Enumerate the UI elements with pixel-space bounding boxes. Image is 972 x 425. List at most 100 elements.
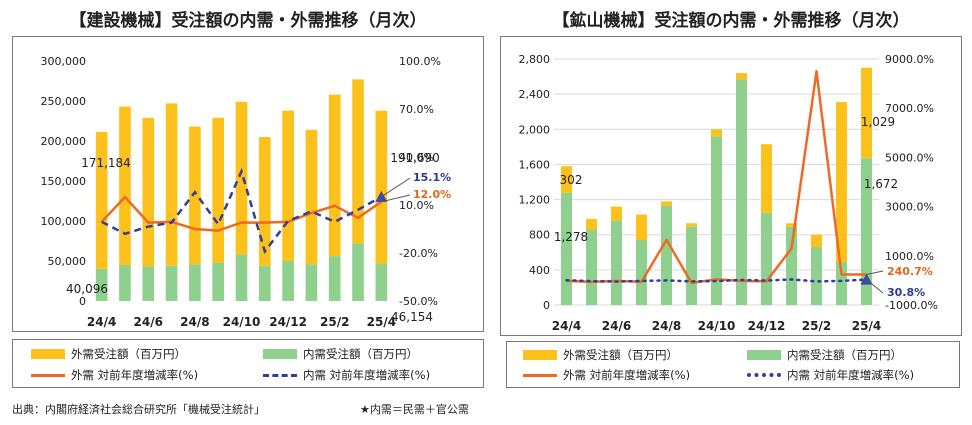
domestic-bar <box>661 205 672 305</box>
foreign-bar <box>636 214 647 240</box>
data-label-foreign-rate-last: 240.7% <box>887 265 933 278</box>
y-tick-label-right: 70.0% <box>399 103 434 116</box>
domestic-bar <box>282 261 294 301</box>
data-label-foreign-rate-last: 12.0% <box>413 188 451 201</box>
y-tick-label-left: 50,000 <box>48 255 87 268</box>
y-tick-label-left: 2,000 <box>519 123 551 136</box>
y-tick-label-right: -1000.0% <box>885 299 938 312</box>
domestic-bar <box>561 192 572 305</box>
domestic-bar-swatch <box>263 349 297 359</box>
y-tick-label-left: 1,200 <box>519 194 551 207</box>
y-tick-label-left: 200,000 <box>41 135 87 148</box>
domestic-line-swatch <box>747 373 781 377</box>
domestic-bar <box>736 79 747 305</box>
foreign-bar <box>95 131 108 269</box>
foreign-bar <box>811 234 822 248</box>
data-label-domestic-first: 40,096 <box>66 282 108 296</box>
x-tick-label: 24/4 <box>552 319 581 333</box>
foreign-line-swatch <box>31 373 65 377</box>
y-tick-label-left: 1,600 <box>519 158 551 171</box>
domestic-bar <box>586 229 597 305</box>
foreign-bar <box>761 144 772 213</box>
legend-foreign-bar-label: 外需受注額（百万円） <box>71 347 186 361</box>
foreign-bar <box>686 223 697 227</box>
y-tick-label-right: 10.0% <box>399 199 434 212</box>
legend-domestic-bar: 内需受注額（百万円） <box>747 347 902 363</box>
y-tick-label-right: 9000.0% <box>885 53 934 66</box>
domestic-line-swatch <box>263 373 297 377</box>
source-note: 出典：内閣府経済社会総合研究所「機械受注統計」 <box>12 403 265 416</box>
x-tick-label: 24/10 <box>223 315 261 329</box>
foreign-bar <box>328 94 341 257</box>
x-tick-label: 25/4 <box>367 315 396 329</box>
legend-foreign-line-label: 外需 対前年度増減率(%) <box>71 368 199 382</box>
construction-chart-area: 0 50,000 100,000 150,000 200,000 250,000 300,0… <box>12 36 484 332</box>
y-tick-label-left: 0 <box>79 295 86 308</box>
foreign-rate-line <box>100 195 383 232</box>
domestic-bar <box>305 264 318 301</box>
domestic-bar <box>189 264 201 301</box>
leader-line <box>381 177 411 198</box>
domestic-bar <box>786 226 797 305</box>
domestic-bar <box>258 265 271 301</box>
leader-line <box>381 194 411 203</box>
x-tick-label: 24/6 <box>602 319 631 333</box>
foreign-bar <box>786 223 797 227</box>
y-tick-label-left: 300,000 <box>41 55 87 68</box>
y-tick-label-right: -20.0% <box>399 247 438 260</box>
data-label-domestic-rate-last: 30.8% <box>887 286 925 299</box>
construction-chart-svg: 0 50,000 100,000 150,000 200,000 250,000 300,0… <box>41 55 452 329</box>
data-label-foreign-first: 302 <box>560 173 583 187</box>
foreign-bar <box>258 137 271 266</box>
domestic-bar <box>235 254 248 301</box>
data-label-foreign-last: 191,690 <box>390 151 440 165</box>
x-tick-label: 25/2 <box>320 315 349 329</box>
domestic-bar <box>811 247 822 305</box>
foreign-bar <box>586 218 597 230</box>
data-label-domestic-rate-last: 15.1% <box>413 171 451 184</box>
y-tick-label-left: 150,000 <box>41 175 87 188</box>
y-tick-label-left: 250,000 <box>41 95 87 108</box>
leader-line <box>866 279 884 294</box>
leader-line <box>866 270 884 275</box>
domestic-bar <box>165 265 178 301</box>
data-label-domestic-first: 1,278 <box>554 230 588 244</box>
legend-domestic-line-label: 内需 対前年度増減率(%) <box>303 368 431 382</box>
foreign-line-swatch <box>523 373 557 377</box>
x-tick-label: 24/12 <box>748 319 786 333</box>
domestic-bar <box>352 243 364 301</box>
foreign-bar <box>836 102 847 262</box>
domestic-bar <box>142 266 155 301</box>
foreign-bar-swatch <box>31 349 65 359</box>
construction-chart-title: 【建設機械】受注額の内需・外需推移（月次） <box>69 11 427 31</box>
foreign-bar <box>661 201 672 206</box>
legend-foreign-line: 外需 対前年度増減率(%) <box>31 367 198 383</box>
legend-domestic-bar-label: 内需受注額（百万円） <box>303 347 418 361</box>
y-tick-label-left: 2,400 <box>519 88 551 101</box>
foreign-bar <box>861 67 872 159</box>
foreign-bar <box>212 117 225 263</box>
foreign-bar <box>235 101 248 255</box>
definition-note: ★内需＝民需＋官公需 <box>360 403 469 416</box>
legend-foreign-line-label: 外需 対前年度増減率(%) <box>563 368 691 382</box>
foreign-bar <box>282 110 294 261</box>
domestic-bar <box>212 262 225 301</box>
foreign-bar <box>305 129 318 265</box>
x-tick-label: 24/6 <box>134 315 163 329</box>
y-tick-label-left: 0 <box>543 299 550 312</box>
mining-chart-svg: 0 400 800 1,200 1,600 2,000 2,400 2,800 -1000.0%… <box>519 53 938 333</box>
foreign-bar <box>119 106 131 265</box>
foreign-bar <box>611 206 622 221</box>
y-tick-label-right: 40.0% <box>399 151 434 164</box>
data-label-domestic-last: 46,154 <box>391 310 433 324</box>
y-tick-label-right: 100.0% <box>399 55 441 68</box>
y-tick-label-right: -50.0% <box>399 295 438 308</box>
foreign-bar <box>165 103 178 266</box>
data-label-foreign-last: 1,029 <box>861 115 895 129</box>
y-tick-label-right: 1000.0% <box>885 250 934 263</box>
x-tick-label: 24/12 <box>269 315 307 329</box>
domestic-rate-line <box>101 167 382 255</box>
y-tick-label-left: 2,800 <box>519 53 551 66</box>
domestic-bar <box>711 136 722 305</box>
legend-domestic-line: 内需 対前年度増減率(%) <box>263 367 430 383</box>
